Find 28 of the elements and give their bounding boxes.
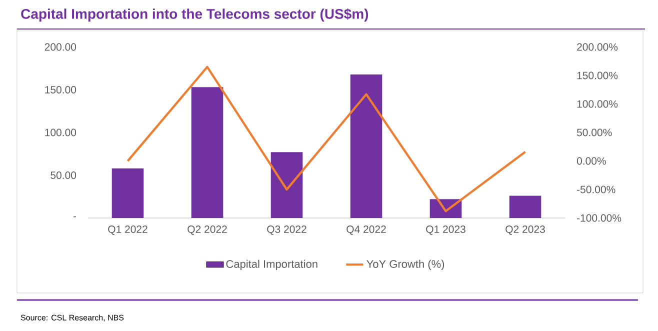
x-tick-label: Q2 2022 (188, 226, 227, 235)
legend-label: YoY Growth (%) (366, 260, 444, 270)
source-note: Source: CSL Research, NBS (20, 314, 124, 322)
y2-tick-label: -100.00% (577, 214, 622, 222)
y2-tick-label: 150.00% (577, 72, 618, 80)
y-tick-label: - (73, 216, 76, 218)
bar (350, 74, 382, 218)
y2-tick-label: 100.00% (577, 100, 618, 108)
x-tick-label: Q1 2023 (426, 226, 466, 235)
y2-tick-label: 200.00% (577, 43, 618, 51)
bar (112, 168, 144, 218)
bar (270, 152, 303, 218)
y-tick-label: 150.00 (45, 86, 76, 94)
x-tick-label: Q1 2022 (108, 226, 148, 235)
y2-tick-label: -50.00% (577, 186, 616, 194)
y2-tick-label: 50.00% (576, 128, 612, 136)
y-tick-label: 100.00 (45, 128, 76, 136)
x-tick-label: Q4 2022 (346, 226, 386, 235)
y-tick-label: 50.00 (50, 172, 76, 179)
y2-tick-label: 0.00% (576, 157, 606, 165)
bar (191, 87, 224, 218)
x-tick-label: Q3 2022 (267, 226, 306, 235)
y-tick-label: 200.00 (44, 43, 76, 51)
x-tick-label: Q2 2023 (506, 226, 545, 235)
line-series (126, 66, 526, 212)
chart-title: Capital Importation into the Telecoms sector (US$m) (21, 8, 368, 22)
legend-label: Capital Importation (226, 260, 318, 270)
bar (509, 196, 542, 218)
